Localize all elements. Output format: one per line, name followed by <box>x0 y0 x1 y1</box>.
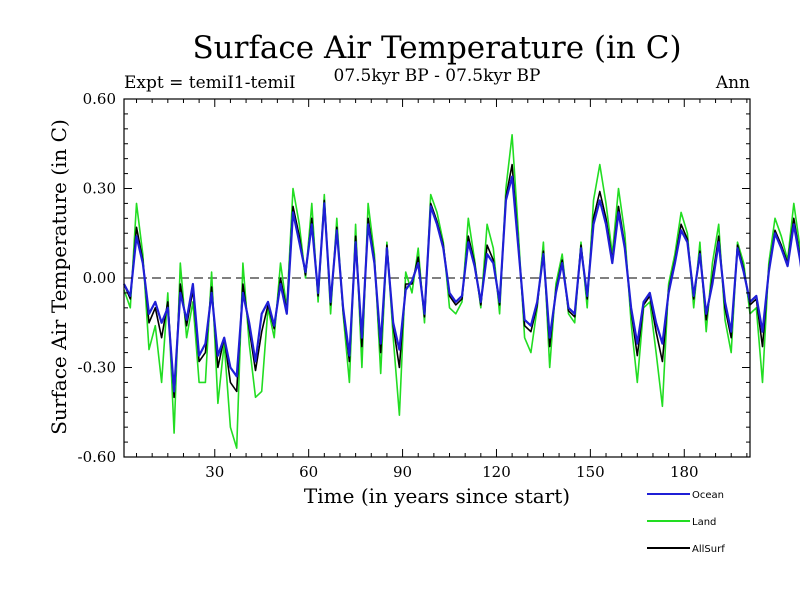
x-tick-label: 30 <box>205 463 224 481</box>
ticks-layer: 30 60 90 120 150 180 -0.60 -0.30 0.00 0.30 0.60 <box>78 90 750 481</box>
x-tick-label: 90 <box>393 463 412 481</box>
plot-area: 30 60 90 120 150 180 -0.60 -0.30 0.00 0.30 0.60 <box>78 90 800 481</box>
y-tick-label: 0.00 <box>83 269 116 287</box>
y-tick-label: -0.60 <box>78 448 116 466</box>
legend-label-ocean: Ocean <box>692 490 724 501</box>
experiment-label: Expt = temiI1-temiI <box>124 73 296 93</box>
x-tick-label: 150 <box>576 463 605 481</box>
legend-label-allsurf: AllSurf <box>692 544 725 555</box>
x-tick-label: 180 <box>670 463 699 481</box>
x-tick-label: 60 <box>299 463 318 481</box>
y-tick-label: 0.30 <box>83 180 116 198</box>
chart-title: Surface Air Temperature (in C) <box>192 30 681 66</box>
period-label: 07.5kyr BP - 07.5kyr BP <box>334 66 541 86</box>
series-line-land <box>123 134 800 449</box>
season-label: Ann <box>715 73 750 93</box>
series-layer <box>123 134 800 449</box>
x-tick-label: 120 <box>482 463 511 481</box>
series-line-ocean <box>123 175 800 393</box>
y-axis-label: Surface Air Temperature (in C) <box>47 119 71 435</box>
legend-label-land: Land <box>692 517 716 528</box>
x-axis-label: Time (in years since start) <box>304 484 570 508</box>
y-tick-label: -0.30 <box>78 359 116 377</box>
y-tick-label: 0.60 <box>83 90 116 108</box>
legend: Ocean Land AllSurf <box>647 490 725 555</box>
